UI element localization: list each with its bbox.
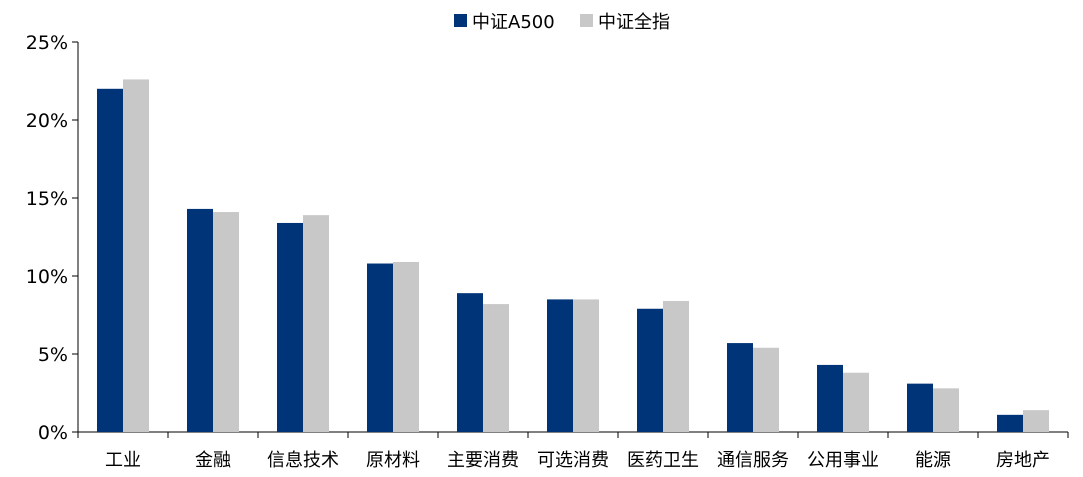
bar-a500	[547, 299, 573, 432]
y-tick-label: 20%	[26, 110, 68, 132]
bar-a500	[997, 414, 1023, 432]
bar-a500	[817, 364, 843, 432]
x-category-label: 能源	[915, 450, 951, 471]
legend: 中证A500 中证全指	[454, 12, 670, 33]
bar-a500	[727, 343, 753, 432]
x-category-label: 原材料	[366, 450, 420, 471]
bar-all-index	[213, 212, 239, 432]
bar-a500	[277, 222, 303, 432]
y-tick-label: 0%	[38, 422, 68, 444]
bar-all-index	[303, 215, 329, 432]
x-category-label: 工业	[105, 450, 141, 471]
y-tick-label: 15%	[26, 188, 68, 210]
legend-swatch-a500	[454, 14, 467, 27]
bar-all-index	[483, 304, 509, 432]
x-category-label: 金融	[195, 450, 231, 471]
bar-a500	[97, 88, 123, 433]
bar-a500	[367, 263, 393, 432]
bar-a500	[187, 208, 213, 432]
bars	[97, 79, 1049, 433]
legend-label-all: 中证全指	[598, 12, 670, 33]
x-category-label: 房地产	[996, 450, 1050, 471]
y-axis: 0% 5% 10% 15% 20% 25%	[26, 32, 79, 444]
bar-all-index	[1023, 410, 1049, 432]
bar-a500	[637, 308, 663, 432]
y-tick-label: 25%	[26, 32, 68, 54]
bar-a500	[907, 383, 933, 432]
legend-label-a500: 中证A500	[472, 12, 555, 33]
x-axis: 工业 金融 信息技术 原材料 主要消费 可选消费 医药卫生 通信服务 公用事业 能源 房地产	[77, 431, 1069, 471]
bar-all-index	[573, 299, 599, 432]
x-category-label: 医药卫生	[627, 450, 699, 471]
bar-all-index	[123, 79, 149, 432]
x-category-label: 公用事业	[807, 450, 879, 471]
bar-all-index	[393, 261, 419, 432]
y-tick-label: 10%	[26, 266, 68, 288]
bar-all-index	[933, 388, 959, 432]
x-category-label: 通信服务	[717, 450, 789, 471]
x-category-label: 信息技术	[267, 450, 339, 471]
bar-a500	[457, 293, 483, 432]
x-category-label: 主要消费	[447, 450, 519, 471]
bar-all-index	[753, 347, 779, 432]
bar-all-index	[843, 372, 869, 432]
y-tick-label: 5%	[38, 344, 68, 366]
x-category-label: 可选消费	[537, 450, 609, 471]
bar-all-index	[663, 300, 689, 432]
legend-swatch-all	[580, 14, 593, 27]
